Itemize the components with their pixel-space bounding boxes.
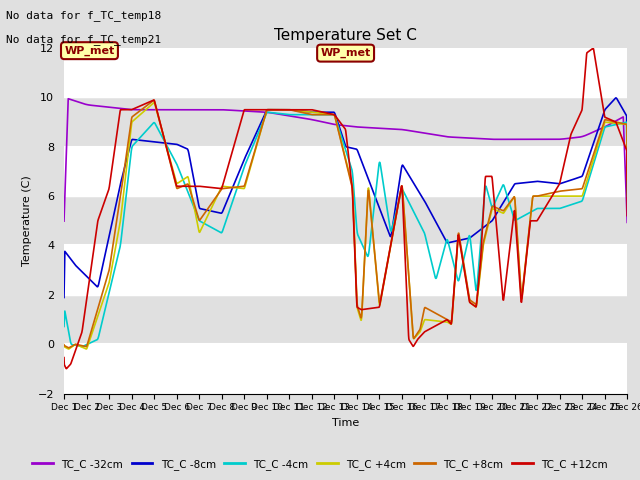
Text: No data for f_TC_temp18: No data for f_TC_temp18 bbox=[6, 10, 162, 21]
Legend: TC_C -32cm, TC_C -8cm, TC_C -4cm, TC_C +4cm, TC_C +8cm, TC_C +12cm: TC_C -32cm, TC_C -8cm, TC_C -4cm, TC_C +… bbox=[27, 454, 613, 475]
Text: WP_met: WP_met bbox=[321, 48, 371, 58]
Bar bbox=[64, 48, 627, 97]
Text: No data for f_TC_temp21: No data for f_TC_temp21 bbox=[6, 34, 162, 45]
Text: WP_met: WP_met bbox=[65, 46, 115, 56]
Bar bbox=[64, 344, 627, 394]
Bar bbox=[64, 147, 627, 196]
Bar bbox=[64, 245, 627, 295]
X-axis label: Time: Time bbox=[332, 418, 359, 428]
Y-axis label: Temperature (C): Temperature (C) bbox=[22, 175, 32, 266]
Title: Temperature Set C: Temperature Set C bbox=[274, 28, 417, 43]
